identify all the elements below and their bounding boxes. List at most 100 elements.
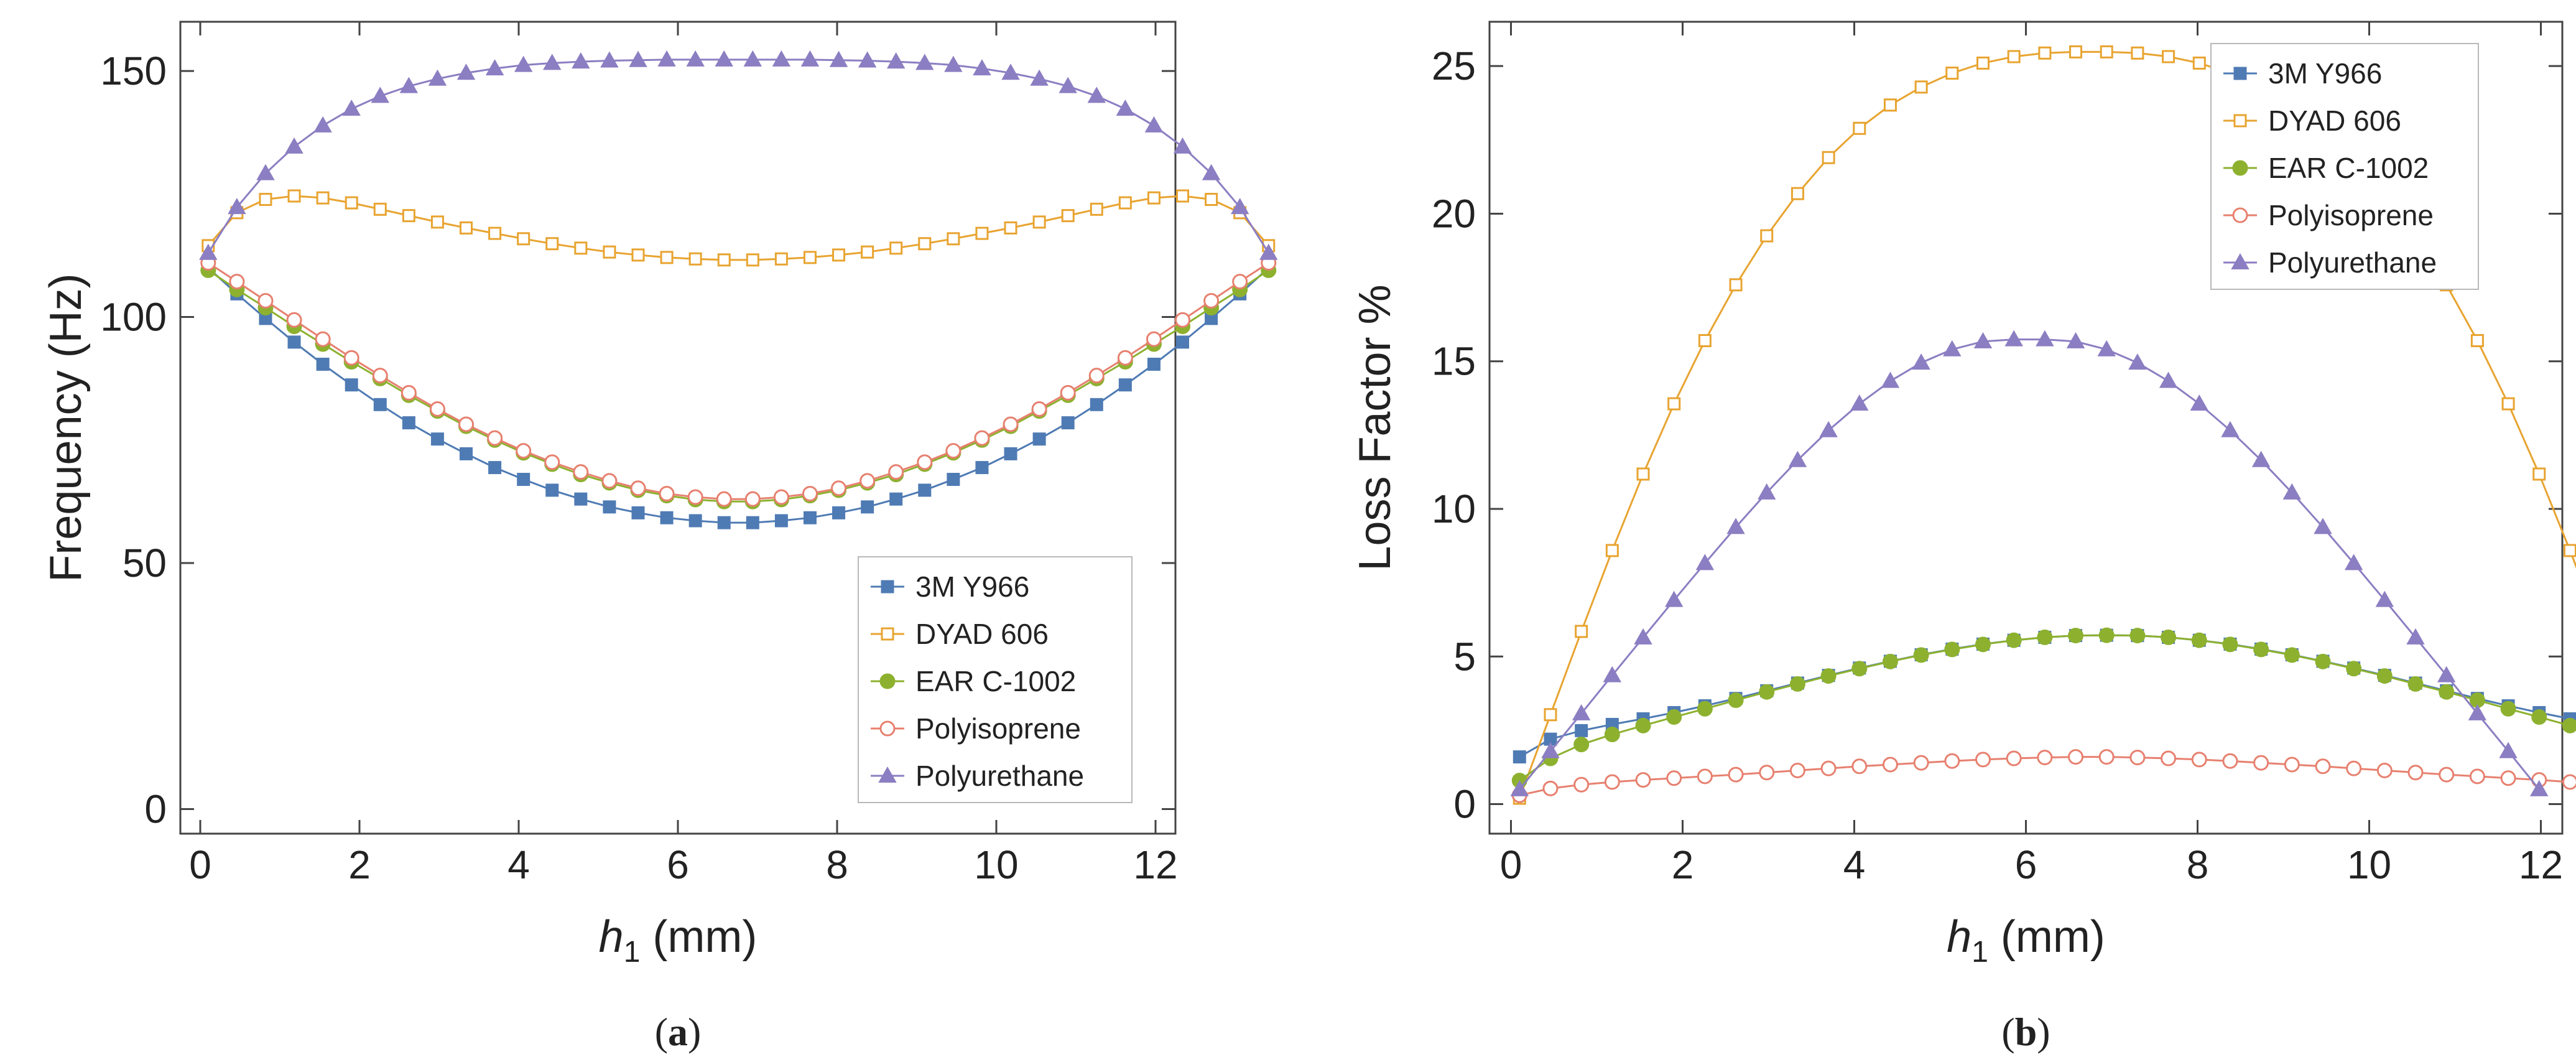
panel-b-point-polyurethane: [1943, 340, 1962, 356]
panel-b-legend-marker-dyad-606: [2233, 114, 2247, 128]
panel-b-point-dyad-606: [1636, 467, 1650, 481]
panel-a-x-axis-title-var: h: [599, 912, 624, 962]
panel-a-legend-label: 3M Y966: [915, 570, 1029, 603]
panel-b-chart: 0 2 4 6 8 10 12 0 5 10 15 20 25 h1 (mm) Loss Factor % 3…: [1350, 21, 2576, 1054]
panel-b-point-ear-c-1002: [2253, 641, 2269, 658]
panel-b-point-ear-c-1002: [2439, 684, 2455, 700]
panel-a-point-polyisoprene: [744, 491, 761, 507]
panel-b-point-polyurethane: [1758, 483, 1776, 500]
panel-a-point-polyisoprene: [945, 443, 961, 459]
panel-a-caption-close: ): [688, 1010, 701, 1054]
panel-b-legend-label: Polyisoprene: [2268, 199, 2434, 231]
panel-a-y-tick-label: 100: [100, 295, 167, 340]
panel-a-legend-marker-3m-y966: [881, 580, 894, 594]
panel-b-point-dyad-606: [1945, 67, 1959, 80]
panel-b-point-ear-c-1002: [1789, 676, 1805, 692]
panel-b-point-dyad-606: [2470, 334, 2484, 348]
panel-a-point-polyisoprene: [1117, 350, 1133, 366]
panel-a-caption: (a): [655, 1010, 702, 1054]
panel-a-point-3m-y966: [574, 492, 588, 506]
panel-a-point-dyad-606: [259, 193, 272, 207]
panel-a-point-polyurethane: [858, 51, 877, 68]
panel-b-point-ear-c-1002: [2531, 709, 2547, 725]
panel-a-point-dyad-606: [861, 245, 874, 259]
panel-b-x-tick-label: 2: [1672, 842, 1694, 887]
panel-a-point-3m-y966: [975, 461, 989, 475]
panel-a-point-dyad-606: [488, 226, 502, 240]
panel-b-legend-label: 3M Y966: [2268, 57, 2382, 90]
panel-b-point-polyurethane: [1819, 421, 1838, 437]
panel-a-point-dyad-606: [545, 237, 559, 251]
panel-a-point-polyisoprene: [1060, 384, 1076, 401]
panel-a-point-polyurethane: [657, 50, 676, 67]
panel-a-point-dyad-606: [517, 232, 530, 246]
panel-b-point-dyad-606: [1976, 56, 1990, 70]
panel-a-point-polyurethane: [1030, 69, 1049, 86]
panel-b-point-polyurethane: [2499, 742, 2518, 758]
panel-a-x-tick-label: 12: [1133, 842, 1177, 887]
panel-a-point-3m-y966: [1090, 398, 1103, 411]
panel-b-point-ear-c-1002: [2346, 661, 2362, 677]
panel-a-point-dyad-606: [1205, 193, 1218, 207]
panel-b-point-polyisoprene: [1635, 772, 1651, 788]
panel-b-point-3m-y966: [1575, 724, 1588, 737]
panel-b-x-axis-title-sub: 1: [1971, 936, 1988, 969]
panel-b-point-polyurethane: [1510, 780, 1529, 796]
panel-a-point-dyad-606: [717, 253, 731, 267]
panel-b-point-polyisoprene: [2284, 757, 2300, 773]
panel-a-point-dyad-606: [1118, 196, 1132, 210]
panel-a-point-polyurethane: [342, 99, 361, 116]
panel-b-point-ear-c-1002: [2376, 668, 2393, 684]
panel-b-point-dyad-606: [1729, 278, 1743, 292]
panel-b-point-polyurethane: [2530, 780, 2549, 796]
panel-b-point-polyisoprene: [1666, 770, 1682, 786]
panel-b-series-polyurethane: [1510, 330, 2549, 796]
panel-a-point-dyad-606: [1147, 191, 1161, 205]
panel-b-point-dyad-606: [1667, 397, 1681, 411]
panel-a-series-polyisoprene: [200, 255, 1277, 507]
panel-a-point-dyad-606: [1004, 221, 1017, 235]
panel-b-x-axis-title-var: h: [1947, 912, 1971, 962]
panel-b-series-3m-y966: [1513, 628, 2576, 764]
panel-b-point-dyad-606: [1914, 80, 1928, 94]
panel-a-x-axis-title: h1 (mm): [599, 912, 758, 969]
panel-a-point-dyad-606: [975, 226, 989, 240]
panel-b-point-ear-c-1002: [1728, 692, 1744, 709]
panel-b-point-polyurethane: [1572, 704, 1591, 720]
panel-b-caption: (b): [2001, 1010, 2050, 1054]
panel-a-point-3m-y966: [373, 398, 387, 411]
panel-a-point-polyisoprene: [659, 485, 675, 501]
panel-a-point-polyisoprene: [1088, 368, 1105, 384]
panel-a-point-dyad-606: [316, 191, 330, 205]
panel-b-point-ear-c-1002: [2161, 629, 2177, 645]
panel-a-legend-marker-ear-c-1002: [879, 673, 896, 689]
panel-a-point-dyad-606: [803, 251, 817, 264]
panel-a-point-3m-y966: [603, 500, 616, 514]
panel-a-y-tick-label: 150: [100, 49, 167, 93]
panel-a-point-polyurethane: [1173, 137, 1192, 154]
panel-b-line-dyad-606: [1518, 50, 2576, 799]
panel-b-y-tick-label: 10: [1432, 487, 1476, 531]
panel-b-point-polyurethane: [2036, 330, 2054, 347]
panel-b-point-polyisoprene: [2191, 752, 2207, 768]
panel-b-point-dyad-606: [1822, 151, 1835, 164]
panel-a-point-polyurethane: [572, 52, 590, 69]
panel-a-point-3m-y966: [545, 483, 559, 497]
panel-b-point-dyad-606: [2192, 56, 2206, 70]
panel-a-point-polyurethane: [887, 52, 906, 69]
panel-b-y-tick-label: 25: [1432, 44, 1476, 88]
panel-b-point-dyad-606: [1544, 708, 1557, 722]
panel-b-point-ear-c-1002: [1820, 668, 1837, 684]
panel-a-point-dyad-606: [947, 232, 960, 246]
panel-b-point-polyurethane: [2282, 483, 2302, 500]
panel-b-legend-marker-polyurethane: [2231, 253, 2249, 269]
panel-a-point-3m-y966: [746, 516, 759, 529]
panel-b-legend: 3M Y966 DYAD 606 EAR C-1002 Polyisoprene Pol…: [2210, 43, 2479, 290]
panel-b-point-ear-c-1002: [2407, 676, 2424, 692]
panel-b-caption-close: ): [2037, 1010, 2050, 1054]
panel-a-legend-marker-polyisoprene: [879, 720, 896, 737]
panel-b-point-polyisoprene: [1975, 752, 1991, 768]
panel-b-point-polyisoprene: [1604, 774, 1620, 790]
panel-a-point-polyisoprene: [315, 331, 331, 347]
panel-b-point-polyurethane: [2221, 421, 2240, 437]
